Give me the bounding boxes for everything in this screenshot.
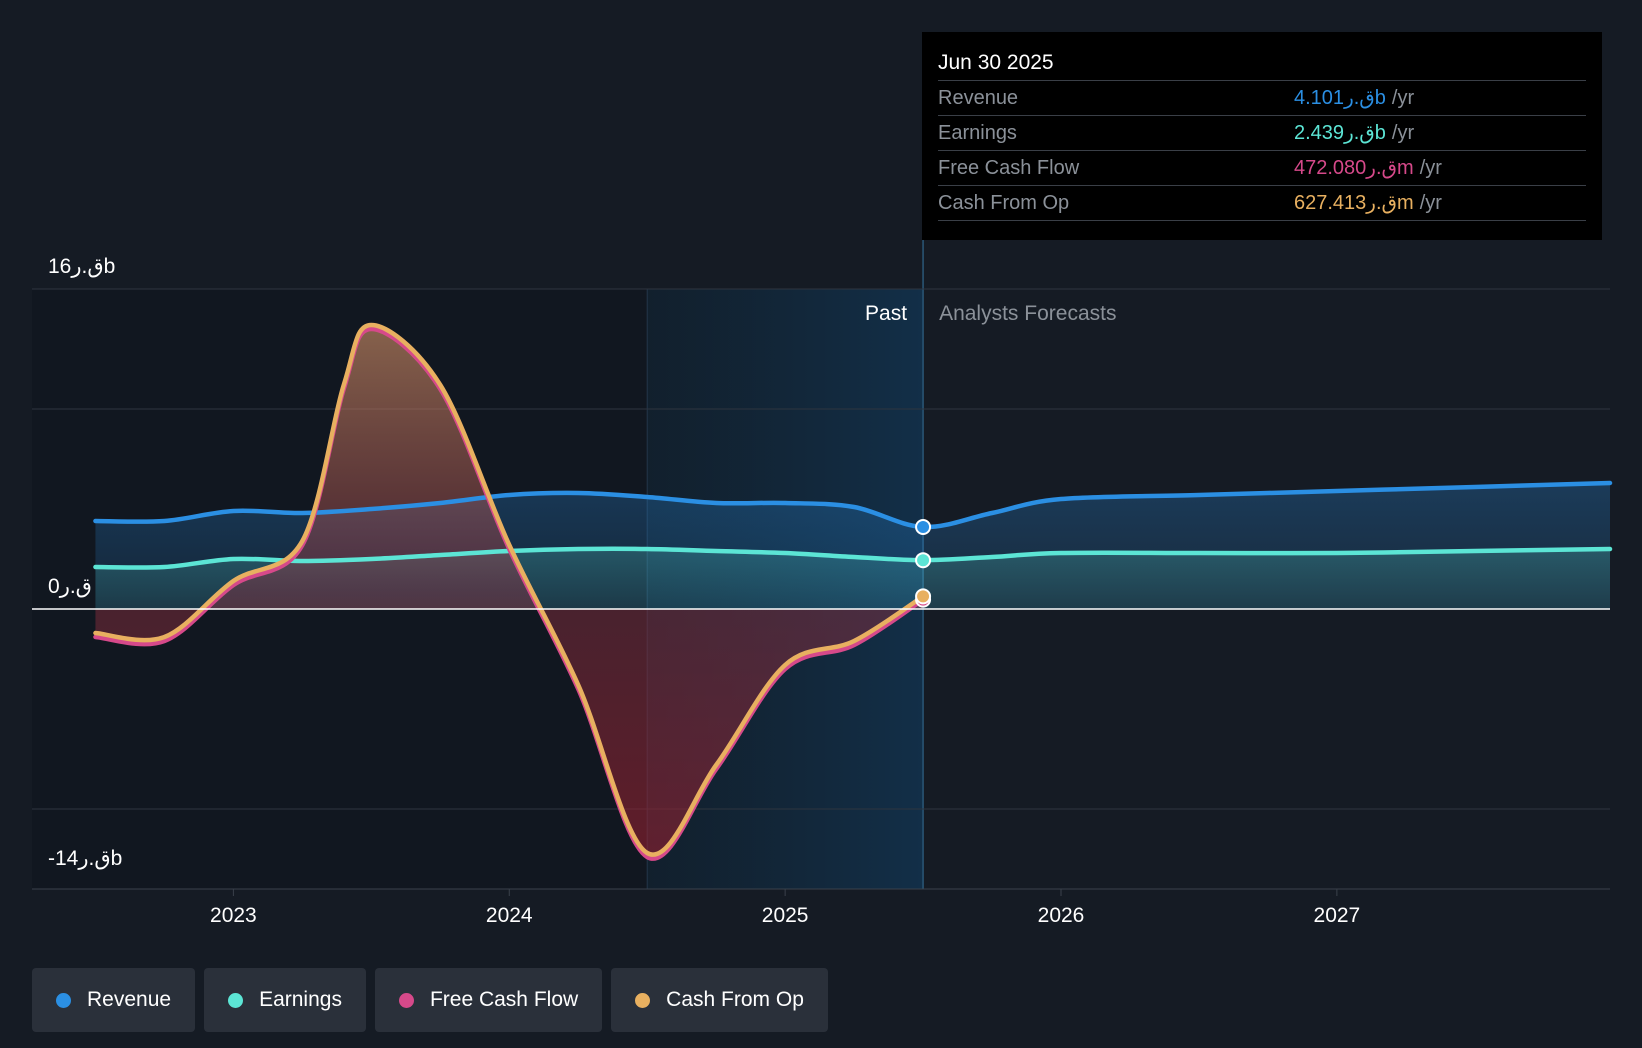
- legend-item-earnings[interactable]: Earnings: [204, 968, 366, 1032]
- x-tick-label: 2025: [762, 904, 809, 927]
- tooltip-unit: /yr: [1419, 157, 1442, 179]
- point-marker-revenue: [915, 519, 932, 535]
- x-tick-label: 2023: [210, 904, 257, 927]
- tooltip-unit: /yr: [1391, 122, 1415, 144]
- y-axis-label-zero: 0ق.ر: [48, 575, 92, 598]
- tooltip-value: 4.101ق.رb: [1294, 87, 1386, 109]
- forecast-label: Analysts Forecasts: [939, 302, 1116, 325]
- point-marker-earnings: [915, 552, 932, 569]
- legend-dot-icon: [228, 992, 244, 1008]
- legend: Revenue Earnings Free Cash Flow Cash Fro…: [32, 968, 828, 1032]
- point-marker-cash-from-op: [915, 588, 932, 605]
- past-label: Past: [865, 302, 907, 325]
- legend-dot-icon: [56, 992, 71, 1008]
- legend-label: Earnings: [259, 988, 342, 1011]
- tooltip-unit: /yr: [1419, 192, 1442, 214]
- tooltip-label: Earnings: [938, 122, 1017, 144]
- y-axis-label-top: 16ق.رb: [48, 255, 115, 278]
- tooltip-row-earnings: Earnings 2.439ق.رb/yr: [938, 116, 1586, 151]
- tooltip-panel: Jun 30 2025 Revenue 4.101ق.رb/yr Earning…: [922, 32, 1602, 240]
- tooltip-value: 2.439ق.رb: [1294, 122, 1386, 144]
- tooltip-value: 472.080ق.رm: [1294, 157, 1414, 179]
- x-tick-label: 2027: [1314, 904, 1361, 927]
- legend-dot-icon: [635, 992, 651, 1008]
- tooltip-date: Jun 30 2025: [938, 46, 1586, 81]
- legend-item-free-cash-flow[interactable]: Free Cash Flow: [374, 968, 603, 1032]
- tooltip-value: 627.413ق.رm: [1294, 192, 1414, 214]
- series-line-cash-from-op: [93, 322, 926, 857]
- legend-label: Revenue: [87, 988, 172, 1011]
- tooltip-unit: /yr: [1391, 87, 1415, 109]
- series-line-revenue: [93, 480, 1613, 530]
- y-axis-label-bottom: -14ق.رb: [48, 847, 122, 870]
- tooltip-label: Cash From Op: [938, 192, 1070, 214]
- tooltip-label: Revenue: [938, 87, 1019, 109]
- legend-dot-icon: [398, 992, 414, 1008]
- legend-label: Free Cash Flow: [429, 988, 579, 1011]
- legend-label: Cash From Op: [666, 988, 804, 1011]
- tooltip-row-free-cash-flow: Free Cash Flow 472.080ق.رm/yr: [938, 151, 1586, 186]
- series-line-earnings: [93, 546, 1613, 570]
- x-tick-label: 2026: [1038, 904, 1085, 927]
- x-tick-label: 2024: [486, 904, 533, 927]
- legend-item-revenue[interactable]: Revenue: [32, 968, 196, 1032]
- area-cash-from-op: [95, 325, 924, 855]
- tooltip-row-cash-from-op: Cash From Op 627.413ق.رm/yr: [938, 186, 1586, 221]
- legend-item-cash-from-op[interactable]: Cash From Op: [611, 968, 828, 1032]
- tooltip-label: Free Cash Flow: [938, 157, 1080, 179]
- tooltip-row-revenue: Revenue 4.101ق.رb/yr: [938, 81, 1586, 116]
